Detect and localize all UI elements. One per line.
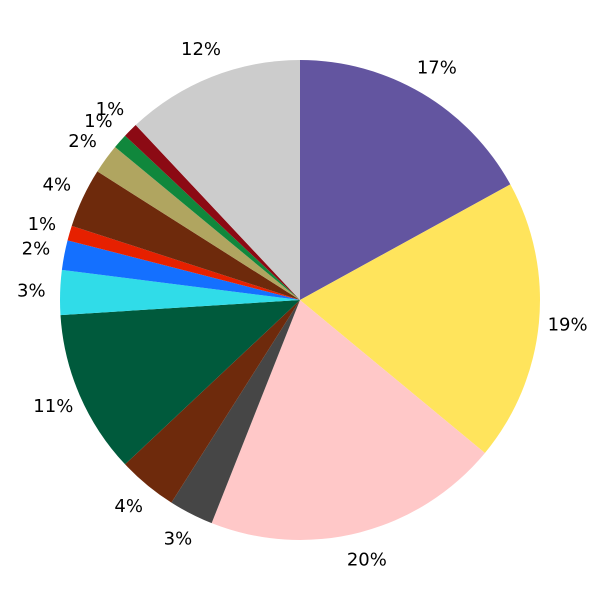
pie-slice: [135, 60, 300, 300]
pie-slice: [59, 269, 300, 316]
slice-label: 1%: [96, 99, 125, 120]
pie-slice: [211, 300, 485, 540]
slice-label: 20%: [347, 549, 387, 570]
slice-label: 11%: [33, 396, 73, 417]
pie-slice: [125, 125, 300, 300]
pie-slice: [60, 300, 300, 465]
pie-slice: [300, 60, 511, 300]
slice-label: 1%: [84, 111, 113, 132]
slice-label: 12%: [181, 39, 221, 60]
pie-slice: [61, 240, 300, 300]
pie-slice: [115, 135, 301, 300]
pie-slice: [71, 171, 301, 300]
pie-slice: [67, 225, 300, 300]
slice-label: 2%: [22, 239, 51, 260]
slice-label: 1%: [28, 214, 57, 235]
pie-slice: [97, 147, 300, 300]
slice-label: 17%: [417, 58, 457, 79]
pie-slice: [300, 184, 540, 453]
pie-slice: [125, 300, 300, 503]
slice-label: 4%: [43, 175, 72, 196]
pie-slice: [171, 300, 300, 524]
slice-label: 3%: [17, 281, 46, 302]
slice-label: 4%: [114, 496, 143, 517]
slice-label: 3%: [164, 529, 193, 550]
slice-label: 19%: [548, 314, 588, 335]
slice-label: 2%: [68, 131, 97, 152]
